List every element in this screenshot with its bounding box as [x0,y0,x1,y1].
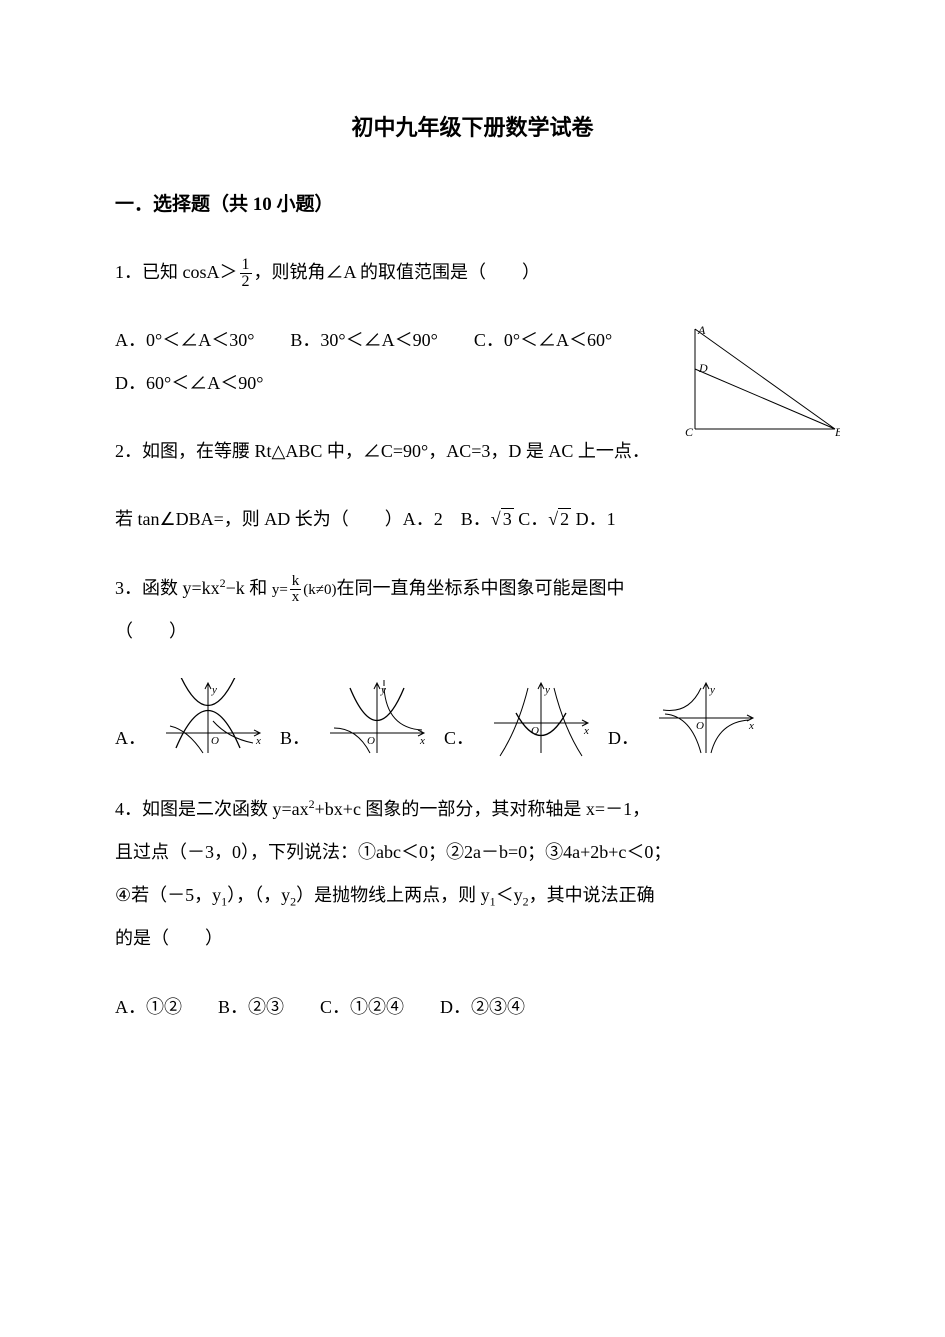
q3-y: y= [272,582,288,598]
graph-B: y x O [322,678,432,758]
question-2-line2: 若 tan∠DBA=，则 AD 长为（ ）A．2 B．3 C．2 D．1 [115,498,830,541]
q4-optD: D．②③④ [440,997,525,1017]
svg-text:O: O [367,735,375,747]
q2-l2a: 若 tan∠DBA=，则 AD 长为（ ）A．2 B． [115,509,491,529]
q3-paren: （ ） [115,621,187,641]
svg-text:O: O [696,720,704,732]
frac-num: 1 [240,257,252,274]
q4-l4: 的是（ ） [115,928,223,948]
q3-mid: −k 和 [226,578,272,598]
q1-optA: A．0°＜∠A＜30° [115,330,254,350]
q4-l3e: ，其中说法正确 [529,885,655,905]
q2-l2b: C． [514,509,549,529]
svg-text:y: y [544,684,550,696]
q3-label-B: B． [280,724,310,758]
q3-prefix: 3．函数 y=kx [115,578,220,598]
q4-optB: B．②③ [218,997,284,1017]
svg-text:x: x [583,725,589,737]
graph-D: y x O [651,678,761,758]
q4-l3c: ）是抛物线上两点，则 y [296,885,490,905]
q3-suffix: 在同一直角坐标系中图象可能是图中 [337,578,625,598]
q2-line1: 2．如图，在等腰 Rt△ABC 中，∠C=90°，AC=3，D 是 AC 上一点… [115,441,650,461]
q4-l2: 且过点（－3，0），下列说法：①abc＜0；②2a－b=0；③4a+2b+c＜0… [115,842,671,862]
q3-label-C: C． [444,724,474,758]
fraction-half: 12 [240,257,252,290]
frac-den: 2 [240,274,252,290]
graph-C: y x O [486,678,596,758]
graph-A: y x O [158,678,268,758]
q4-optC: C．①②④ [320,997,404,1017]
q4-l3b: ），（，y [227,885,290,905]
q1-optC: C．0°＜∠A＜60° [474,330,612,350]
frac-kx: kx [290,574,302,605]
svg-text:x: x [419,735,425,747]
q3-cond: (k≠0) [303,582,336,598]
svg-text:x: x [255,735,261,747]
svg-text:y: y [211,684,217,696]
q1-optD: D．60°＜∠A＜90° [115,373,263,393]
q1-text: 1．已知 cosA＞ [115,262,238,282]
svg-text:O: O [211,735,219,747]
q4-l3d: ＜y [496,885,523,905]
vertex-A: A [697,324,706,337]
question-1: 1．已知 cosA＞12，则锐角∠A 的取值范围是（ ） [115,251,830,294]
q3-label-D: D． [608,724,639,758]
q4-optA: A．①② [115,997,182,1017]
q1-optB: B．30°＜∠A＜90° [290,330,437,350]
svg-text:x: x [748,720,754,732]
vertex-D: D [698,361,708,375]
q1-suffix: ，则锐角∠A 的取值范围是（ ） [254,262,541,282]
q4-l3a: ④若（－5，y [115,885,221,905]
question-2: 2．如图，在等腰 Rt△ABC 中，∠C=90°，AC=3，D 是 AC 上一点… [115,430,830,473]
q4-options: A．①② B．②③ C．①②④ D．②③④ [115,986,830,1029]
q3-label-A: A． [115,724,146,758]
q4-l1b: +bx+c 图象的一部分，其对称轴是 x=－1， [315,799,650,819]
sqrt3: 3 [491,498,514,541]
section-header: 一．选择题（共 10 小题） [115,190,830,220]
vertex-B: B [835,425,840,439]
svg-text:y: y [709,684,715,696]
question-3: 3．函数 y=kx2−k 和 y=kx(k≠0)在同一直角坐标系中图象可能是图中… [115,567,830,653]
q3-graphs: A． y x O B． y x O C． y x O [115,678,830,758]
q1-options: A．0°＜∠A＜30° B．30°＜∠A＜90° C．0°＜∠A＜60° D．6… [115,319,830,405]
page-title: 初中九年级下册数学试卷 [115,110,830,145]
triangle-figure: A B C D [685,324,840,439]
q2-l2c: D．1 [571,509,616,529]
question-4: 4．如图是二次函数 y=ax2+bx+c 图象的一部分，其对称轴是 x=－1， … [115,788,830,961]
sqrt2: 2 [548,498,571,541]
q4-l1a: 4．如图是二次函数 y=ax [115,799,309,819]
